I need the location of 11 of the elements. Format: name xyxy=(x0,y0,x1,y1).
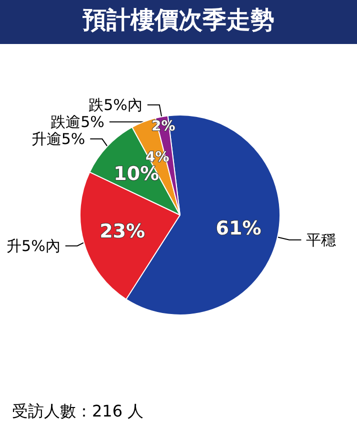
chart-title: 預計樓價次季走勢 xyxy=(82,6,274,34)
data-label: 23% xyxy=(100,220,146,243)
text: 受訪人數：216 人 xyxy=(12,402,144,420)
slice-label: 平穩 xyxy=(306,230,336,249)
data-label: 2% xyxy=(152,118,176,135)
slice-label: 跌逾5% xyxy=(50,112,104,131)
slice-label: 升5%內 xyxy=(6,236,60,255)
data-label: 61% xyxy=(216,217,262,240)
slice-label: 跌5%內 xyxy=(88,96,142,114)
slice-label: 升逾5% xyxy=(31,130,86,148)
data-label: 10% xyxy=(114,162,160,185)
